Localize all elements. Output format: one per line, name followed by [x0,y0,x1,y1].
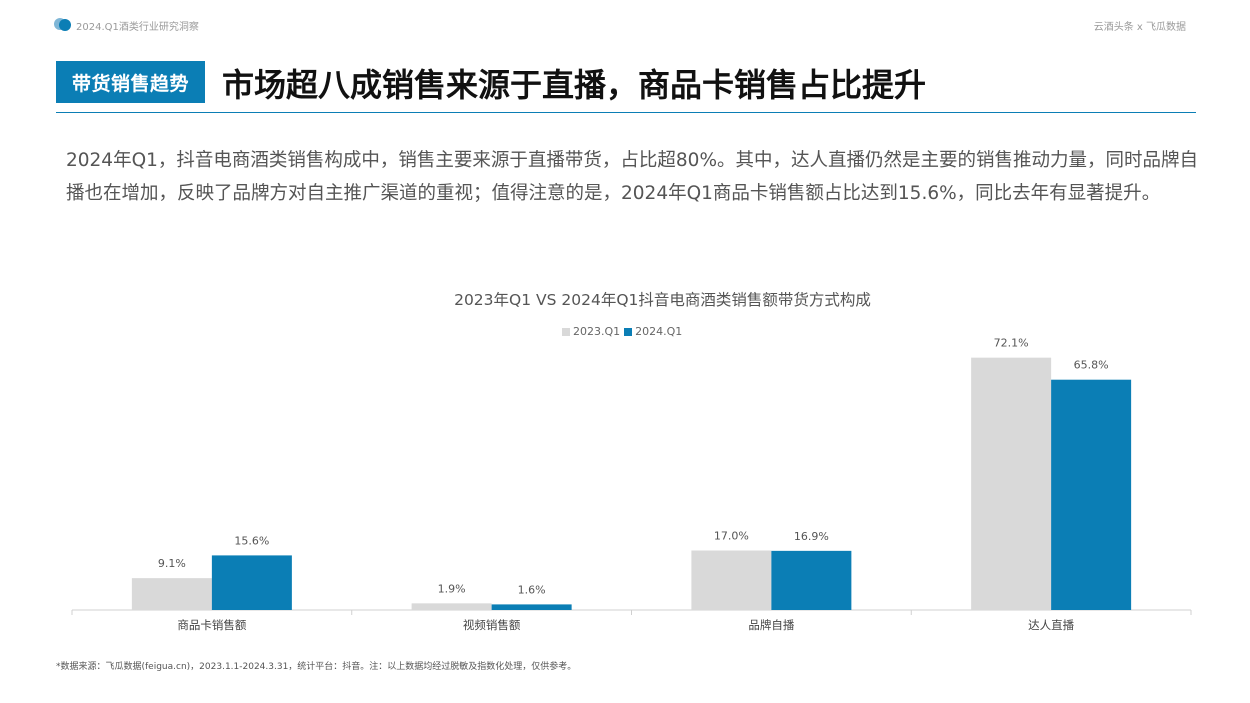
legend-label-2024: 2024.Q1 [635,325,683,338]
bar-2023 [411,603,492,610]
x-tick-label: 商品卡销售额 [177,618,246,632]
bar-2024 [491,604,572,610]
legend-item-2023: 2023.Q1 [562,325,620,338]
page-title: 市场超八成销售来源于直播，商品卡销售占比提升 [222,66,927,104]
data-label: 72.1% [994,337,1029,350]
x-tick-label: 达人直播 [1028,618,1074,632]
x-tick-label: 品牌自播 [748,618,794,632]
legend-swatch-2023 [562,327,570,336]
bar-2024 [211,555,292,610]
description-paragraph: 2024年Q1，抖音电商酒类销售构成中，销售主要来源于直播带货，占比超80%。其… [66,150,1199,204]
chart-legend: 2023.Q1 2024.Q1 [562,325,682,338]
data-label: 1.9% [438,582,466,595]
data-label: 1.6% [518,583,546,596]
source-brand: 云酒头条 x 飞瓜数据 [1093,22,1186,33]
logo-icon [54,18,71,31]
chart-title: 2023年Q1 VS 2024年Q1抖音电商酒类销售额带货方式构成 [454,291,871,309]
bar-2024 [1051,379,1132,610]
x-tick-label: 视频销售额 [463,618,521,632]
data-label: 65.8% [1074,359,1109,372]
footnote: *数据来源：飞瓜数据(feigua.cn)，2023.1.1-2024.3.31… [56,662,577,672]
legend-label-2023: 2023.Q1 [573,325,621,338]
legend-item-2024: 2024.Q1 [624,325,682,338]
data-label: 9.1% [158,557,186,570]
data-label: 17.0% [714,530,749,543]
bar-2024 [771,550,852,610]
title-divider [56,112,1196,113]
bar-2023 [971,357,1052,610]
data-label: 15.6% [234,534,269,547]
bar-2023 [131,578,212,610]
bar-2023 [691,550,772,610]
report-name: 2024.Q1酒类行业研究洞察 [76,22,199,33]
legend-swatch-2024 [624,327,633,336]
section-tag: 带货销售趋势 [56,61,205,103]
data-label: 16.9% [794,530,829,543]
